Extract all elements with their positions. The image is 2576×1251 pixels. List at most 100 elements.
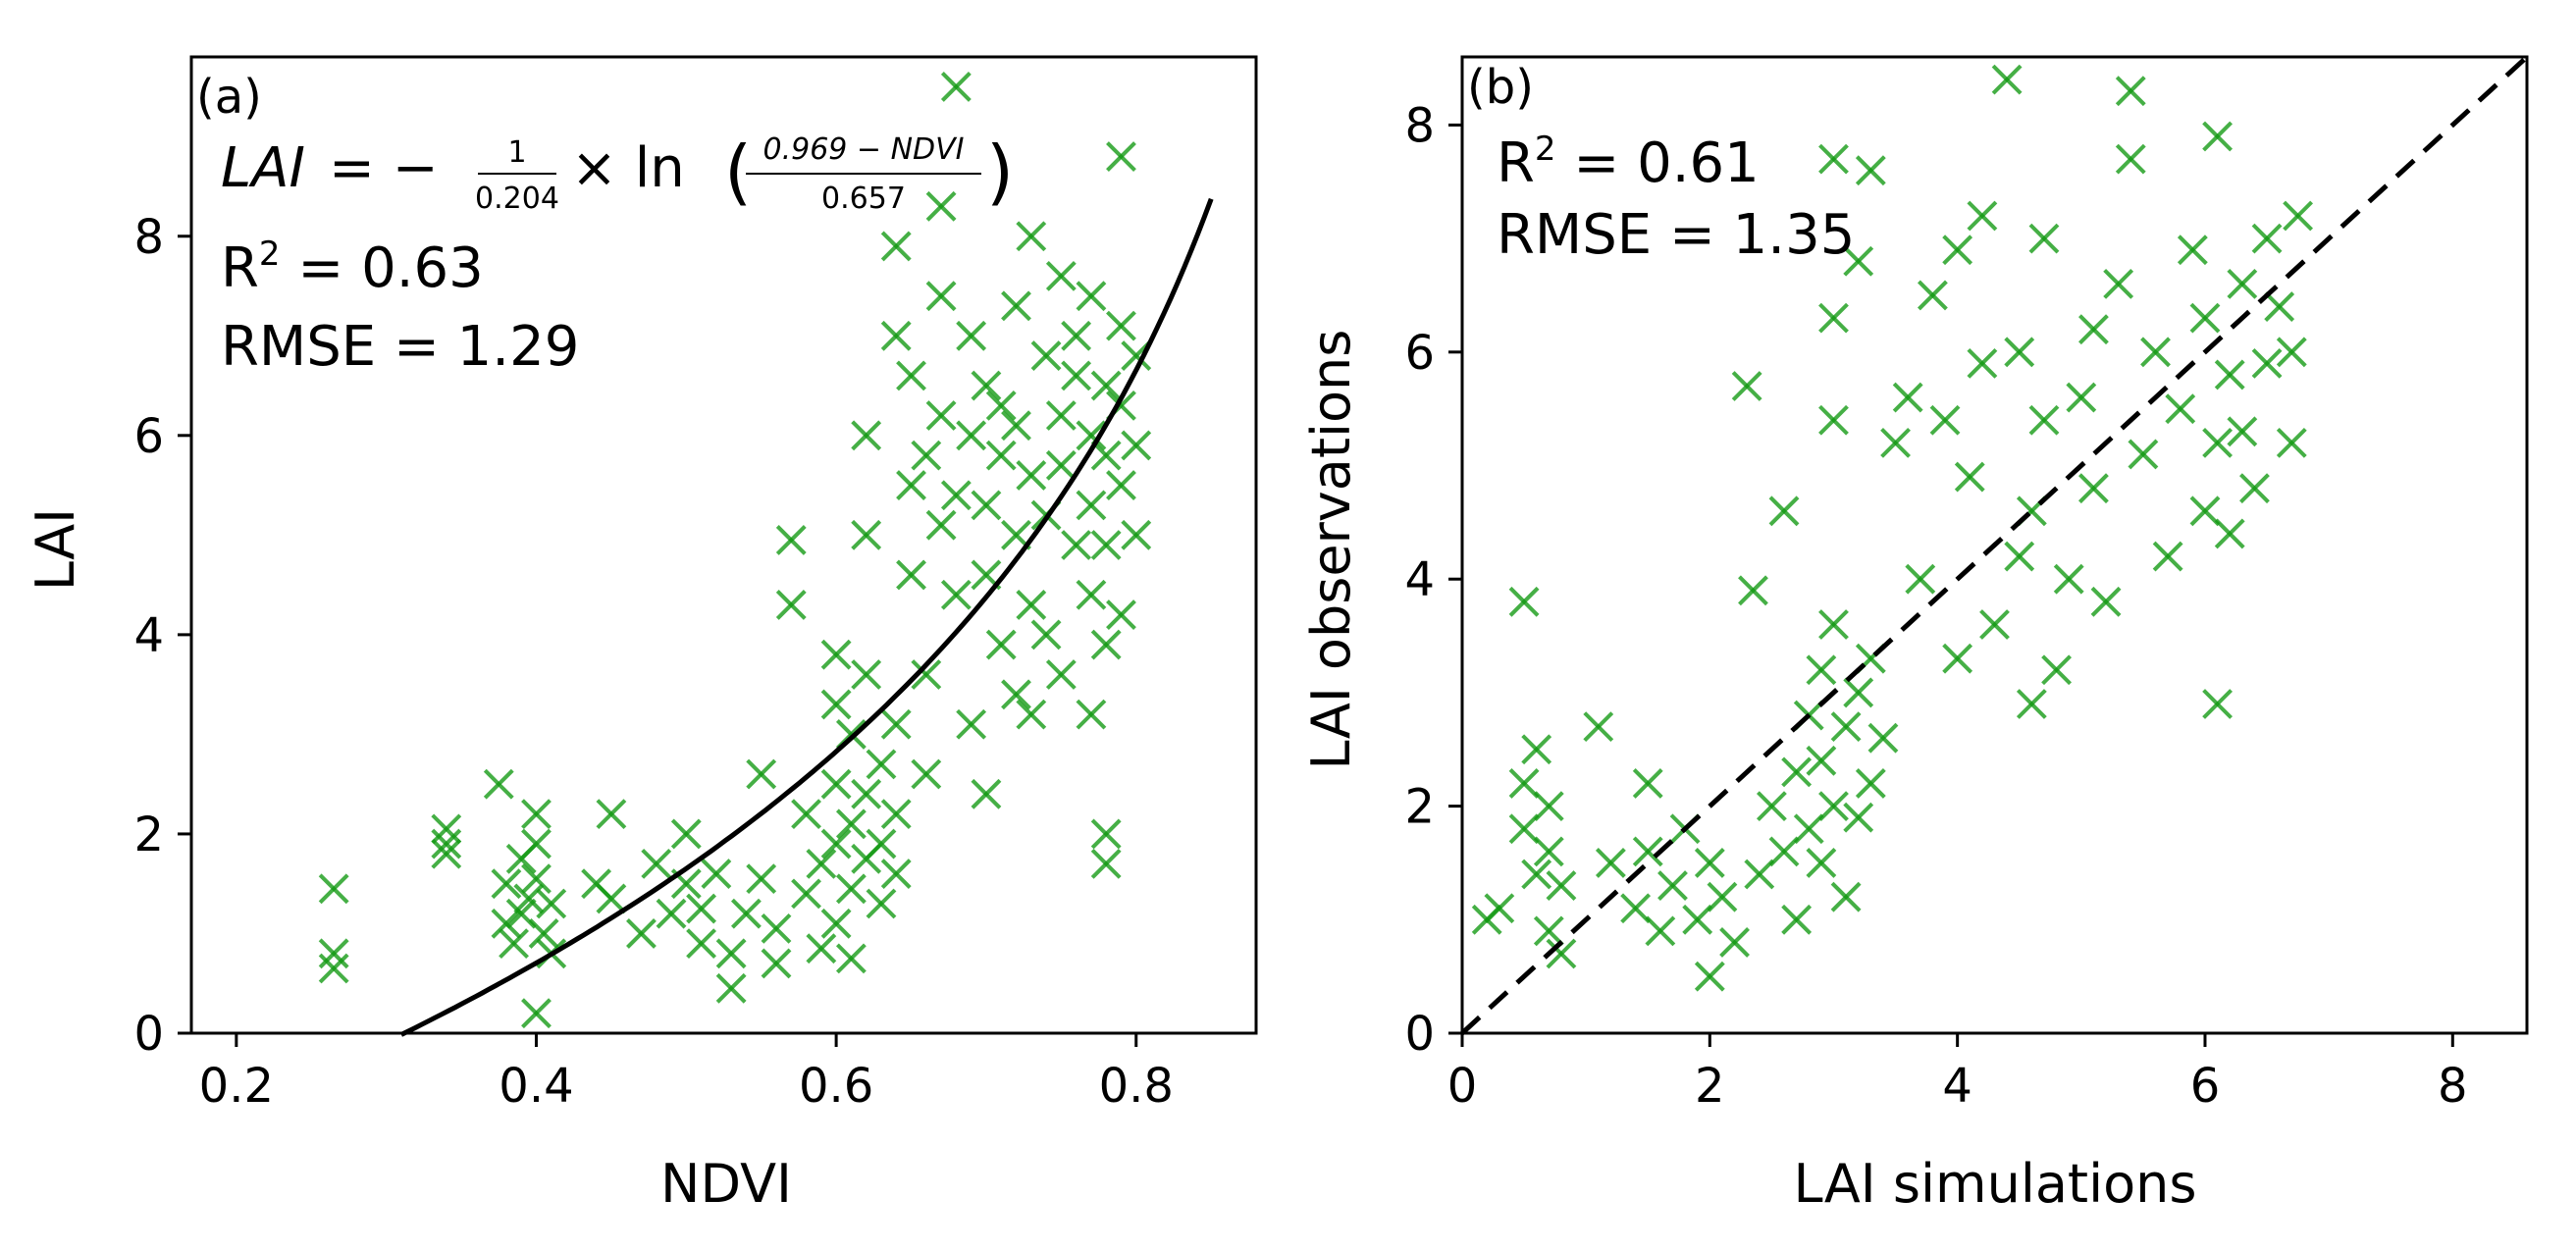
data-point — [806, 933, 837, 964]
data-point — [1843, 677, 1874, 708]
data-point — [2276, 427, 2307, 458]
plot-frame-a — [189, 55, 1258, 1035]
data-point — [791, 799, 821, 830]
data-point — [1744, 859, 1775, 890]
data-point — [2140, 337, 2171, 368]
data-point — [1967, 347, 1998, 379]
data-point — [1756, 791, 1787, 822]
data-point — [2214, 359, 2245, 391]
data-point — [1768, 836, 1800, 867]
data-point — [715, 972, 747, 1004]
data-point — [746, 863, 777, 895]
data-point — [686, 928, 716, 960]
y-tick-label: 6 — [1404, 326, 1435, 381]
data-point — [1106, 141, 1136, 172]
x-ticks-b: 0 2 4 6 8 — [1447, 1033, 2468, 1114]
data-point — [1508, 768, 1540, 799]
data-point — [1090, 440, 1122, 471]
data-point — [2090, 586, 2122, 617]
data-point — [1521, 859, 1552, 890]
data-point — [971, 778, 1002, 809]
data-point — [896, 559, 926, 591]
data-point — [1918, 280, 1948, 311]
rmse-label-a: RMSE = 1.29 — [221, 315, 579, 379]
data-point — [925, 400, 957, 431]
data-point — [1793, 813, 1824, 845]
data-point — [1929, 404, 1961, 436]
data-point — [2227, 268, 2258, 299]
data-point — [880, 231, 912, 262]
data-point — [1818, 791, 1849, 822]
y-ticks-b: 0 2 4 6 8 — [1404, 98, 1462, 1062]
rmse-label-b: RMSE = 1.35 — [1497, 203, 1855, 267]
data-point — [1818, 143, 1849, 175]
data-point — [896, 360, 926, 391]
data-point — [1016, 699, 1047, 730]
data-point — [2066, 382, 2097, 413]
data-point — [851, 659, 882, 690]
data-point — [1905, 563, 1936, 595]
y-tick-label: 0 — [1404, 1007, 1435, 1062]
equation-frac-den: 0.204 — [475, 182, 559, 216]
data-point — [1632, 768, 1663, 799]
panel-label-b: (b) — [1467, 60, 1534, 115]
r2-label-b: R2 = 0.61 — [1497, 130, 1760, 195]
data-point — [1942, 235, 1973, 266]
data-point — [911, 659, 942, 690]
data-point — [1001, 410, 1031, 442]
data-point — [715, 938, 747, 969]
data-point — [1016, 221, 1047, 252]
data-point — [956, 420, 987, 451]
plot-frame-b — [1460, 55, 2529, 1035]
data-point — [1657, 870, 1688, 902]
data-point — [2165, 393, 2196, 425]
data-point — [2214, 518, 2245, 549]
data-point — [911, 758, 942, 790]
equation-times-ln: × ln — [571, 136, 685, 200]
data-point — [1855, 155, 1886, 186]
data-point — [1855, 768, 1886, 799]
data-point — [985, 390, 1017, 421]
data-point — [1090, 370, 1122, 401]
data-point — [2128, 439, 2159, 470]
data-point — [1521, 734, 1552, 765]
data-point — [431, 828, 462, 860]
data-point — [596, 799, 627, 830]
equation-paren-close: ) — [986, 130, 1014, 213]
data-point — [1806, 745, 1837, 776]
data-point — [1830, 711, 1862, 743]
data-point — [775, 590, 807, 620]
data-point — [746, 758, 777, 790]
data-point — [2251, 223, 2283, 254]
x-axis-title-b: LAI simulations — [1794, 1153, 2197, 1215]
x-tick-label: 8 — [2438, 1059, 2468, 1114]
data-point — [1707, 881, 1738, 912]
data-point — [1106, 310, 1136, 341]
data-point — [1738, 575, 1768, 606]
y-tick-label: 8 — [133, 210, 164, 265]
data-point — [1076, 281, 1107, 312]
data-point — [880, 859, 912, 889]
data-point — [2041, 654, 2072, 686]
data-point — [1090, 530, 1122, 560]
data-point — [971, 490, 1002, 521]
data-point — [1781, 904, 1813, 935]
data-point — [1076, 579, 1107, 610]
data-point — [1818, 302, 1849, 334]
data-point — [1954, 461, 1985, 493]
data-point — [1818, 609, 1849, 640]
y-tick-label: 4 — [133, 608, 164, 663]
data-point — [1090, 848, 1122, 879]
data-point — [731, 898, 762, 929]
data-point — [971, 370, 1002, 401]
data-point — [835, 808, 867, 840]
data-point — [1533, 915, 1564, 947]
data-point — [911, 440, 942, 471]
data-point — [2053, 563, 2084, 595]
data-point — [940, 72, 972, 102]
panel-b: 0 2 4 6 8 0 2 4 6 8 (b) R2 = 0.61 RMSE = 1.35 LA… — [1300, 55, 2529, 1215]
data-point — [521, 799, 552, 830]
data-point — [835, 873, 867, 905]
one-to-one-line — [1460, 55, 2529, 1035]
data-point — [1942, 643, 1973, 674]
